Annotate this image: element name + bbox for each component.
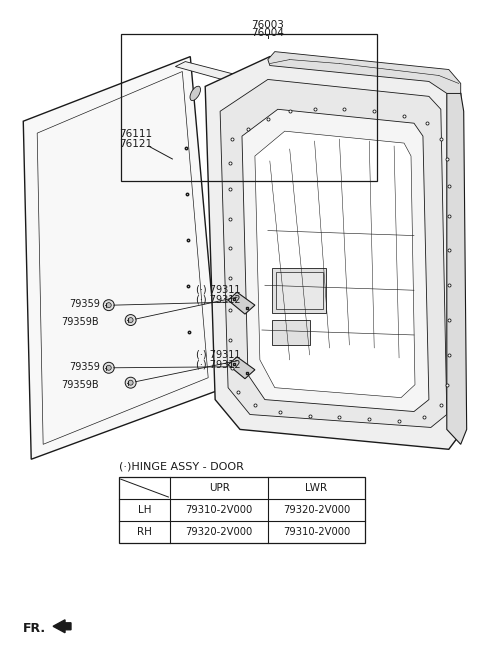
Text: 76004: 76004 (252, 28, 284, 38)
Text: 79359: 79359 (69, 299, 100, 309)
Polygon shape (205, 57, 464, 449)
Polygon shape (268, 51, 461, 93)
Polygon shape (255, 131, 415, 397)
Polygon shape (447, 93, 467, 444)
Polygon shape (175, 61, 270, 91)
Text: LH: LH (138, 505, 151, 515)
Text: (·) 79312: (·) 79312 (196, 294, 241, 304)
Circle shape (106, 365, 111, 370)
Circle shape (128, 317, 133, 323)
Polygon shape (23, 57, 220, 459)
Text: 79310-2V000: 79310-2V000 (283, 527, 350, 537)
Polygon shape (242, 110, 429, 412)
Circle shape (125, 378, 136, 388)
Circle shape (103, 300, 114, 311)
FancyBboxPatch shape (276, 273, 323, 309)
Text: FR.: FR. (23, 622, 47, 635)
FancyBboxPatch shape (272, 320, 310, 345)
Text: 79359: 79359 (69, 362, 100, 372)
Text: 79359B: 79359B (61, 379, 99, 389)
Text: (·) 79311: (·) 79311 (196, 350, 241, 360)
Polygon shape (228, 357, 255, 379)
Bar (119, 477, 365, 543)
Text: 79320-2V000: 79320-2V000 (185, 527, 253, 537)
Text: 76003: 76003 (252, 20, 284, 30)
Circle shape (128, 380, 133, 385)
Text: (·)HINGE ASSY - DOOR: (·)HINGE ASSY - DOOR (119, 461, 243, 471)
Polygon shape (228, 292, 255, 314)
Ellipse shape (190, 86, 201, 100)
Text: 79359B: 79359B (61, 317, 99, 327)
Text: (·) 79311: (·) 79311 (196, 284, 241, 294)
Circle shape (106, 303, 111, 308)
Text: 79310-2V000: 79310-2V000 (185, 505, 253, 515)
FancyArrow shape (53, 620, 71, 633)
Circle shape (125, 315, 136, 325)
Bar (120, 34, 377, 181)
FancyBboxPatch shape (272, 269, 326, 313)
Text: 79320-2V000: 79320-2V000 (283, 505, 350, 515)
Text: LWR: LWR (305, 483, 328, 493)
Text: (·) 79312: (·) 79312 (196, 360, 241, 370)
Text: 76121: 76121 (119, 139, 152, 149)
Text: UPR: UPR (209, 483, 229, 493)
Text: 76111: 76111 (119, 129, 152, 139)
Text: RH: RH (137, 527, 152, 537)
Circle shape (103, 362, 114, 374)
Polygon shape (220, 79, 447, 428)
